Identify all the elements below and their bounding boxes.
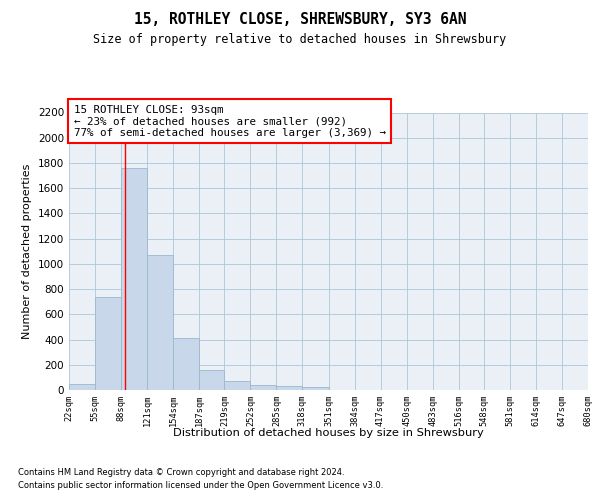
Text: 15, ROTHLEY CLOSE, SHREWSBURY, SY3 6AN: 15, ROTHLEY CLOSE, SHREWSBURY, SY3 6AN — [134, 12, 466, 28]
Bar — [69, 384, 95, 390]
Bar — [224, 380, 250, 390]
Text: Distribution of detached houses by size in Shrewsbury: Distribution of detached houses by size … — [173, 428, 484, 438]
Bar — [147, 255, 173, 390]
Text: Size of property relative to detached houses in Shrewsbury: Size of property relative to detached ho… — [94, 32, 506, 46]
Bar — [277, 386, 302, 390]
Bar — [250, 385, 277, 390]
Bar — [199, 370, 224, 390]
Text: Contains HM Land Registry data © Crown copyright and database right 2024.: Contains HM Land Registry data © Crown c… — [18, 468, 344, 477]
Bar — [173, 338, 199, 390]
Bar — [95, 296, 121, 390]
Y-axis label: Number of detached properties: Number of detached properties — [22, 164, 32, 339]
Bar — [121, 168, 147, 390]
Text: Contains public sector information licensed under the Open Government Licence v3: Contains public sector information licen… — [18, 482, 383, 490]
Text: 15 ROTHLEY CLOSE: 93sqm
← 23% of detached houses are smaller (992)
77% of semi-d: 15 ROTHLEY CLOSE: 93sqm ← 23% of detache… — [74, 104, 386, 138]
Bar — [302, 388, 329, 390]
